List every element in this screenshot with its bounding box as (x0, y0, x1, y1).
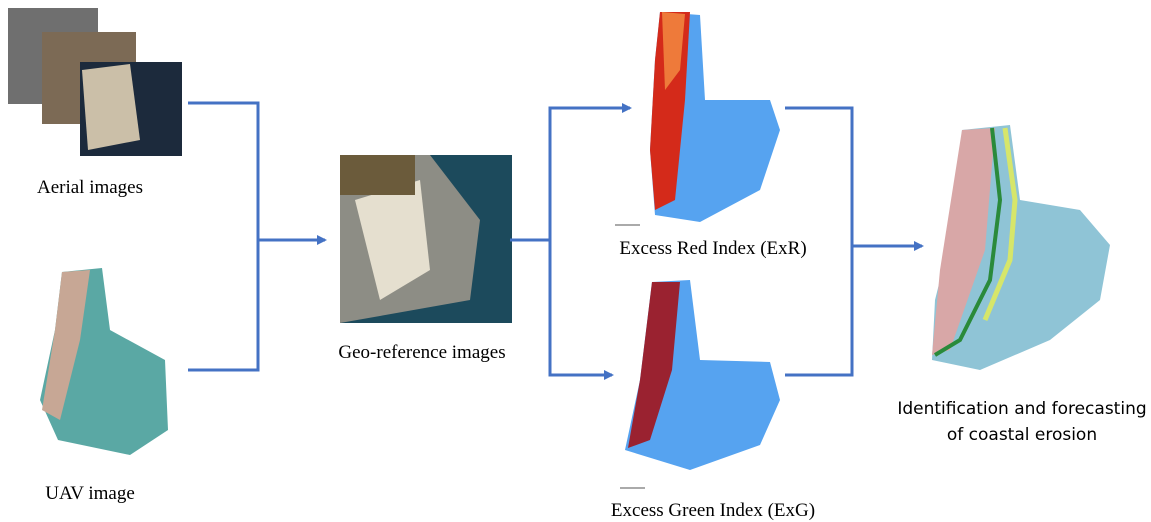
exg-image (620, 280, 780, 488)
node-label: Geo-reference images (338, 342, 505, 363)
node-label: Excess Green Index (ExG) (611, 500, 815, 521)
node-label: of coastal erosion (947, 425, 1097, 445)
erosion-image (932, 125, 1110, 370)
node-label: Identification and forecasting (897, 399, 1146, 419)
node-label: Aerial images (37, 177, 143, 198)
diagram: Aerial images UAV image Geo-reference im… (0, 0, 1151, 522)
exr-image (615, 12, 780, 225)
node-label: UAV image (45, 483, 135, 504)
geo-reference-image (340, 155, 512, 323)
aerial-images (8, 8, 182, 156)
uav-image (40, 268, 168, 455)
node-label: Excess Red Index (ExR) (619, 238, 806, 259)
connectors (188, 103, 922, 375)
